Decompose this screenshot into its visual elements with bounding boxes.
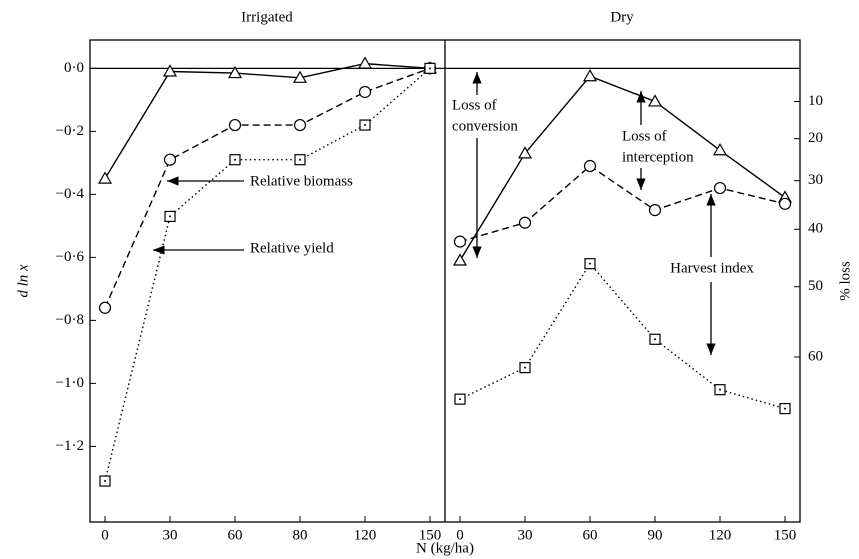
marker-triangle [97, 171, 113, 184]
marker-dot [299, 158, 301, 161]
x-tick-label: 30 [518, 527, 533, 543]
x-tick-label: 120 [709, 527, 732, 543]
x-tick-label: 60 [583, 527, 598, 543]
marker-circle [163, 153, 177, 166]
x-tick-label: 30 [163, 527, 178, 543]
panel-title: Irrigated [241, 9, 293, 25]
marker-circle [453, 235, 467, 248]
y2-tick-label: 50 [808, 278, 823, 294]
y-axis-label: d ln x [15, 264, 31, 298]
series-line [104, 67, 431, 309]
marker-dot [524, 366, 526, 369]
y-tick-label: −0·8 [56, 312, 84, 328]
y-tick-label: 0·0 [64, 60, 84, 76]
marker-circle [778, 197, 792, 210]
y-tick-label: −1·2 [56, 438, 84, 454]
marker-triangle [357, 56, 373, 69]
marker-circle [293, 118, 307, 132]
annotation: Relative yield [250, 240, 334, 256]
marker-triangle [712, 143, 728, 156]
marker-circle [583, 159, 597, 173]
y2-tick-label: 20 [808, 130, 823, 146]
marker-dot [719, 388, 721, 391]
series-line [459, 262, 786, 410]
marker-triangle [582, 69, 598, 82]
annotation: conversion [452, 118, 518, 134]
y-tick-label: −0·6 [56, 249, 85, 265]
x-tick-label: 150 [774, 527, 797, 543]
x-tick-label: 80 [293, 527, 308, 543]
y-tick-label: −0·4 [56, 186, 85, 202]
y2-tick-label: 40 [808, 221, 823, 237]
series-line [104, 67, 431, 482]
marker-circle [228, 118, 242, 132]
marker-triangle [162, 64, 178, 77]
marker-dot [234, 158, 236, 161]
annotation: Loss of [622, 128, 667, 144]
annotation: Relative biomass [250, 173, 353, 189]
marker-dot [104, 480, 106, 483]
x-tick-label: 0 [456, 527, 464, 543]
marker-triangle [517, 146, 533, 159]
y2-tick-label: 60 [808, 348, 823, 364]
y2-tick-label: 30 [808, 172, 823, 188]
series-line [459, 75, 786, 261]
marker-dot [364, 124, 366, 127]
marker-dot [589, 262, 591, 265]
marker-triangle [292, 70, 308, 83]
series-line [459, 165, 786, 243]
y2-tick-label: 10 [808, 93, 823, 109]
marker-dot [459, 398, 461, 401]
marker-circle [713, 181, 727, 195]
x-axis-label: N (kg/ha) [416, 540, 474, 556]
marker-dot [654, 338, 656, 341]
marker-circle [518, 216, 532, 229]
series-line [104, 62, 431, 179]
marker-circle [648, 204, 662, 217]
panel-title: Dry [610, 9, 634, 25]
y2-axis-label: % loss [837, 261, 853, 301]
x-tick-label: 120 [354, 527, 377, 543]
marker-dot [169, 215, 171, 218]
marker-triangle [227, 65, 243, 79]
marker-circle [98, 301, 112, 314]
x-tick-label: 150 [419, 527, 442, 543]
marker-triangle [452, 253, 468, 266]
annotation: Loss of [452, 97, 497, 113]
annotation: interception [622, 149, 694, 165]
x-tick-label: 0 [101, 527, 109, 543]
x-tick-label: 90 [648, 527, 663, 543]
marker-triangle [647, 94, 663, 107]
marker-circle [358, 85, 372, 99]
marker-dot [429, 67, 431, 70]
y-tick-label: −1·0 [56, 375, 84, 391]
marker-dot [784, 407, 786, 410]
y-tick-label: −0·2 [56, 123, 84, 139]
x-tick-label: 60 [228, 527, 243, 543]
annotation: Harvest index [670, 260, 754, 276]
